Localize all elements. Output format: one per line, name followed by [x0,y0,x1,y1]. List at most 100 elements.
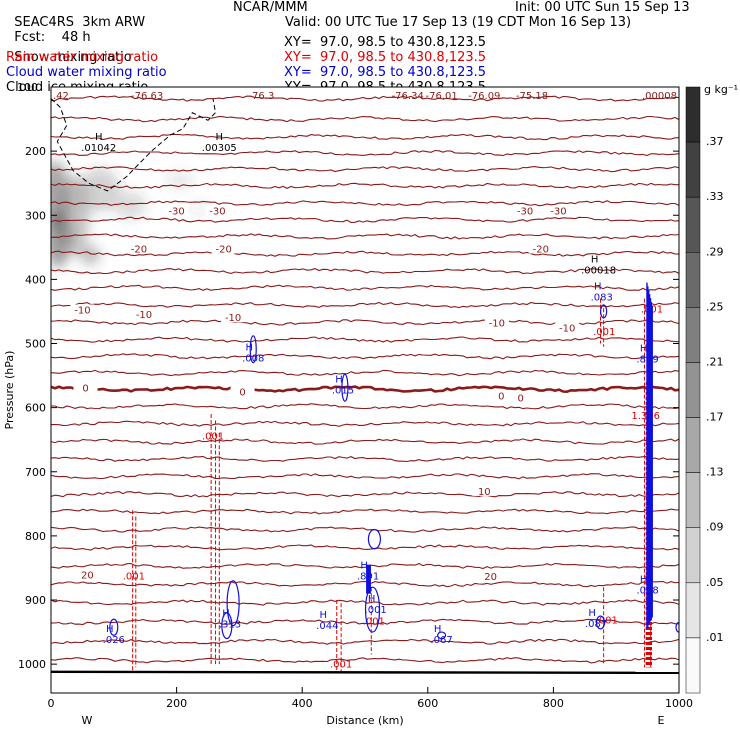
rain-label: .001 [123,571,145,582]
cloud-water-max-marker: H [360,560,368,571]
y-tick-label: 300 [25,209,46,222]
colorbar-label: .29 [706,245,724,258]
isotherm-line [51,200,679,207]
rain-label: .001 [596,616,618,627]
colorbar-label: .25 [706,300,724,313]
ice-shade-blob [80,245,100,265]
cloud-water-max-marker: H [222,609,230,620]
isotherm-label-bg [126,243,151,254]
legend-cloud-water-xy: XY= 97.0, 98.5 to 430.8,123.5 [284,65,487,80]
isotherm-line [51,508,679,515]
isotherm-label-bg [205,205,230,216]
cloud-water-contour [109,618,119,636]
y-tick-label: 600 [25,402,46,415]
isotherm-label: -20 [533,245,549,256]
isotherm-label: -10 [489,318,505,329]
ice-max-marker: H [216,132,224,143]
colorbar-swatch [685,196,701,253]
isotherm-label-bg [131,308,156,319]
header-center: NCAR/MMM [233,0,308,15]
isotherm-label: 0 [239,388,245,399]
isotherm-label: 10 [478,487,491,498]
isotherm-label: -10 [559,323,575,334]
colorbar-swatch [685,582,701,639]
snow-max-value: .00018 [581,266,616,277]
isotherm-label-bg [73,382,98,393]
isotherm-line [51,133,679,141]
ice-shade-blob [166,172,194,188]
cloud-water-max-value: .008 [636,586,658,597]
cloud-water-max-marker: H [640,575,648,586]
isotherm-label: -10 [74,305,90,316]
legend-snow: Snow mixing ratio [14,50,132,65]
cloud-water-max-marker: H [245,342,253,353]
ice-shade-blob [190,202,210,214]
isotherm-line [51,182,679,190]
colorbar-unit: g kg⁻¹ [704,83,738,96]
colorbar-label: .01 [706,631,724,644]
x-tick-label: 1000 [665,697,693,710]
x-tick-label: 800 [543,697,564,710]
isotherm-line [51,657,679,664]
cloud-water-contour [595,615,606,630]
isotherm-label-bg [484,317,509,328]
isotherm-label-bg [478,571,503,582]
top-temperature-label: -76.34 [392,91,424,102]
top-left-value-label: .42 [53,91,69,102]
cloud-water-contour [600,304,608,319]
colorbar-swatch [685,527,701,584]
isotherm-label-bg [508,392,533,403]
y-axis-title: Pressure (hPa) [3,351,16,430]
isotherm-line [51,95,679,102]
header-experiment: SEAC4RS 3km ARW [14,15,146,30]
colorbar-swatch [685,362,701,418]
y-tick-label: 700 [25,466,46,479]
x-end-label-west: W [82,714,93,727]
cloud-water-max-value: .015 [332,386,354,397]
isotherm-label-bg [555,322,580,333]
isotherm-line [51,562,679,570]
rain-label: .001 [202,432,224,443]
colorbar-swatch [685,637,701,694]
cloud-water-max-value: .067 [430,635,452,646]
colorbar-swatch [685,417,701,473]
legend-snow-xy: XY= 97.0, 98.5 to 430.8,123.5 [284,35,487,50]
x-end-label-east: E [658,714,665,727]
legend-rain-xy: XY= 97.0, 98.5 to 430.8,123.5 [284,50,487,65]
isotherm-line [51,599,679,606]
cloud-water-max-value: .313 [219,620,241,631]
colorbar-swatch [685,141,701,198]
isotherm-line [51,403,679,410]
colorbar-label: .17 [706,411,724,424]
isotherms [51,95,679,664]
top-temperature-label: -75.18 [516,91,548,102]
cloud-water-max-marker: H [594,282,602,293]
cloud-water-max-value: .899 [636,355,658,366]
isotherm-line [51,638,679,645]
isotherm-line [51,301,679,309]
rain-label: 1.306 [631,411,660,422]
colorbar-swatch [685,307,701,363]
cloud-water-max-marker: H [588,608,596,619]
rain-label: .001 [363,616,385,627]
isotherm-line [51,455,679,463]
isotherm-line [51,115,679,123]
isotherm-line [51,353,679,360]
x-axis-title: Distance (km) [326,714,403,727]
isotherm-line [51,438,679,445]
cloud-water-max-marker: H [368,594,376,605]
cloud-water-max-marker: H [640,344,648,355]
isotherm-line [51,385,679,394]
y-tick-label: 900 [25,594,46,607]
cloud-water-max-value: .083 [591,293,613,304]
isotherm-line [51,149,679,157]
cloud-water-max-value: .008 [242,353,264,364]
cloud-water-max-marker: H [320,610,328,621]
isotherm-label-bg [75,569,100,580]
isotherm-label: -30 [168,207,184,218]
header-forecast: Fcst: 48 h [14,30,91,45]
isotherm-label-bg [472,485,497,496]
cloud-water-contours [109,282,679,640]
isotherm-line [51,216,679,223]
